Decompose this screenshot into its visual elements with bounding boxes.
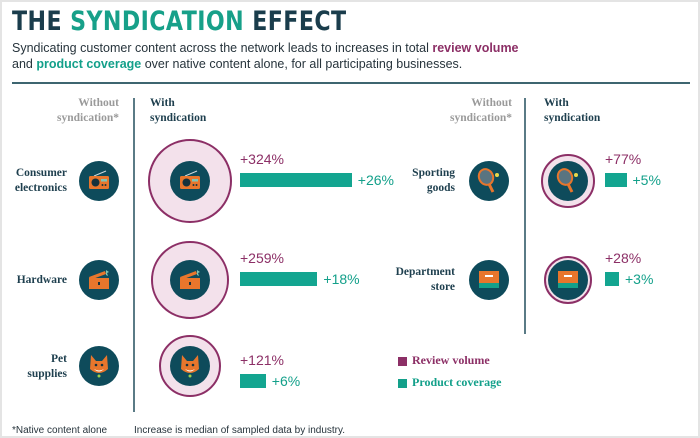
header-text: syndication* [450, 112, 512, 124]
review-volume-value: +28% [605, 250, 642, 266]
title-highlight: SYNDICATION [70, 6, 245, 37]
subtitle-review-highlight: review volume [432, 41, 519, 55]
category-label: Hardware [10, 273, 67, 288]
tennis-racket-icon [548, 161, 588, 201]
cat-icon [170, 346, 210, 386]
page-title: THE SYNDICATION EFFECT [12, 6, 347, 37]
product-coverage-value: +18% [323, 271, 360, 287]
product-coverage-bar [605, 173, 627, 187]
category-label: Pet supplies [10, 352, 67, 382]
subtitle-text: over native content alone, for all parti… [141, 57, 463, 71]
store-box-icon [469, 260, 509, 300]
header-divider [12, 82, 690, 84]
header-text: syndication [544, 112, 601, 124]
legend-review-swatch [398, 357, 407, 366]
review-volume-circle [544, 256, 592, 304]
review-volume-value: +259% [240, 250, 284, 266]
category-name: Hardware [16, 274, 67, 286]
product-coverage-bar [240, 173, 352, 187]
product-coverage-bar [240, 272, 318, 286]
header-text: Without [78, 97, 119, 109]
subtitle-text: Syndicating customer content across the … [12, 41, 433, 55]
header-text: With [150, 97, 175, 109]
category-name: Consumer [15, 167, 67, 179]
source-note: Increase is median of sampled data by in… [134, 425, 346, 436]
header-text: syndication [150, 112, 207, 124]
category-name: electronics [14, 182, 67, 194]
radio-icon [79, 161, 119, 201]
review-volume-circle [151, 241, 229, 319]
review-volume-value: +77% [605, 151, 642, 167]
product-coverage-bar [240, 374, 266, 388]
toolbox-icon [170, 260, 210, 300]
review-volume-circle [159, 335, 221, 397]
header-with-right: With syndication [544, 96, 600, 126]
category-label: Department store [385, 265, 455, 295]
category-name: supplies [27, 368, 67, 380]
category-name: Pet [51, 353, 67, 365]
legend-coverage-label: Product coverage [412, 375, 502, 389]
category-label: Sporting goods [385, 166, 455, 196]
review-volume-circle [148, 139, 232, 223]
category-name: Sporting [412, 167, 455, 179]
column-divider-right [524, 98, 526, 334]
title-part: THE [12, 6, 71, 37]
review-volume-circle [541, 154, 595, 208]
header-without-left: Without syndication* [40, 96, 119, 126]
subtitle-coverage-highlight: product coverage [36, 57, 142, 71]
header-text: syndication* [57, 112, 119, 124]
header-with-left: With syndication [150, 96, 206, 126]
review-volume-value: +324% [240, 151, 284, 167]
legend-coverage-swatch [398, 379, 407, 388]
title-part: EFFECT [244, 6, 347, 37]
product-coverage-value: +6% [271, 373, 301, 389]
category-label: Consumer electronics [10, 166, 67, 196]
product-coverage-bar [605, 272, 619, 286]
tennis-racket-icon [469, 161, 509, 201]
product-coverage-value: +5% [632, 172, 661, 188]
header-text: With [544, 97, 569, 109]
store-box-icon [548, 260, 588, 300]
radio-icon [170, 161, 210, 201]
column-divider-left [133, 98, 135, 412]
product-coverage-value: +3% [625, 271, 654, 287]
header-without-right: Without syndication* [432, 96, 512, 126]
category-name: goods [426, 182, 455, 194]
legend-review-label: Review volume [412, 353, 490, 367]
category-name: Department [395, 266, 455, 278]
subtitle-line-1: Syndicating customer content across the … [12, 41, 519, 55]
review-volume-value: +121% [240, 352, 284, 368]
subtitle-text: and [12, 57, 37, 71]
category-name: store [430, 281, 455, 293]
footnote: *Native content alone [12, 425, 108, 436]
product-coverage-value: +26% [357, 172, 394, 188]
toolbox-icon [79, 260, 119, 300]
cat-icon [79, 346, 119, 386]
subtitle-line-2: and product coverage over native content… [12, 57, 462, 71]
header-text: Without [471, 97, 512, 109]
